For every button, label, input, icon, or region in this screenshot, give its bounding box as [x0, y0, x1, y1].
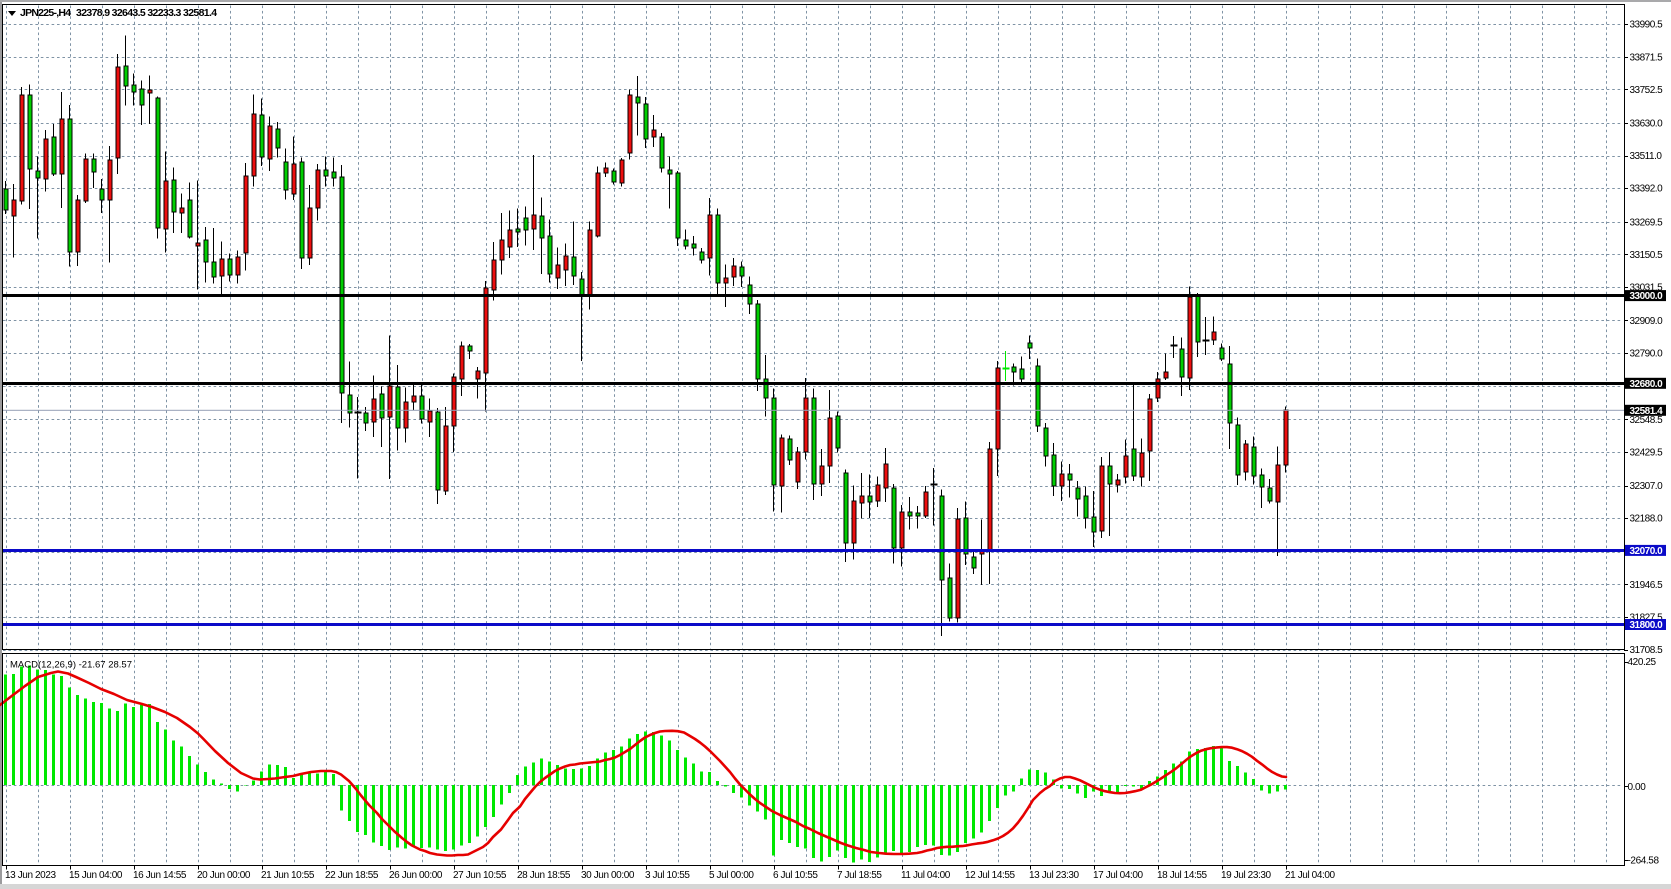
svg-text:33031.5: 33031.5	[1630, 283, 1664, 294]
svg-text:28 Jun 18:55: 28 Jun 18:55	[517, 870, 571, 881]
svg-text:33000.0: 33000.0	[1630, 291, 1664, 302]
svg-text:420.25: 420.25	[1628, 657, 1657, 668]
svg-text:15 Jun 04:00: 15 Jun 04:00	[69, 870, 123, 881]
svg-text:13 Jul 23:30: 13 Jul 23:30	[1029, 870, 1080, 881]
svg-text:32070.0: 32070.0	[1630, 546, 1664, 557]
svg-text:32378.9 32643.5 32233.3 32581.: 32378.9 32643.5 32233.3 32581.4	[76, 7, 217, 19]
svg-text:33392.0: 33392.0	[1630, 184, 1664, 195]
svg-text:19 Jul 23:30: 19 Jul 23:30	[1221, 870, 1272, 881]
svg-text:5 Jul 00:00: 5 Jul 00:00	[709, 870, 754, 881]
svg-text:11 Jul 04:00: 11 Jul 04:00	[901, 870, 951, 881]
svg-text:26 Jun 00:00: 26 Jun 00:00	[389, 870, 443, 881]
svg-text:0.00: 0.00	[1628, 782, 1647, 793]
svg-text:33630.0: 33630.0	[1630, 119, 1664, 130]
svg-text:33511.0: 33511.0	[1630, 151, 1663, 162]
svg-text:31946.5: 31946.5	[1630, 580, 1664, 591]
svg-text:33269.5: 33269.5	[1630, 217, 1664, 228]
svg-text:33150.5: 33150.5	[1630, 250, 1664, 261]
svg-text:30 Jun 00:00: 30 Jun 00:00	[581, 870, 635, 881]
svg-text:32307.0: 32307.0	[1630, 481, 1664, 492]
svg-text:12 Jul 14:55: 12 Jul 14:55	[965, 870, 1016, 881]
svg-text:27 Jun 10:55: 27 Jun 10:55	[453, 870, 507, 881]
svg-text:31800.0: 31800.0	[1630, 620, 1664, 631]
svg-text:22 Jun 18:55: 22 Jun 18:55	[325, 870, 379, 881]
svg-text:7 Jul 18:55: 7 Jul 18:55	[837, 870, 882, 881]
svg-text:17 Jul 04:00: 17 Jul 04:00	[1093, 870, 1144, 881]
svg-text:31827.5: 31827.5	[1630, 613, 1664, 624]
svg-text:32680.0: 32680.0	[1630, 379, 1664, 390]
svg-text:16 Jun 14:55: 16 Jun 14:55	[133, 870, 187, 881]
svg-text:21 Jul 04:00: 21 Jul 04:00	[1285, 870, 1336, 881]
svg-text:18 Jul 14:55: 18 Jul 14:55	[1157, 870, 1208, 881]
svg-text:MACD(12,26,9) -21.67 28.57: MACD(12,26,9) -21.67 28.57	[10, 660, 132, 671]
svg-text:JPN225-,H4: JPN225-,H4	[20, 7, 71, 19]
svg-text:31708.5: 31708.5	[1630, 645, 1664, 656]
svg-text:21 Jun 10:55: 21 Jun 10:55	[261, 870, 315, 881]
svg-text:32909.0: 32909.0	[1630, 316, 1664, 327]
svg-text:20 Jun 00:00: 20 Jun 00:00	[197, 870, 251, 881]
svg-text:32581.4: 32581.4	[1630, 406, 1664, 417]
svg-text:33990.5: 33990.5	[1630, 20, 1664, 31]
svg-text:13 Jun 2023: 13 Jun 2023	[5, 870, 56, 881]
svg-text:32790.0: 32790.0	[1630, 349, 1664, 360]
svg-text:33752.5: 33752.5	[1630, 85, 1664, 96]
svg-text:3 Jul 10:55: 3 Jul 10:55	[645, 870, 690, 881]
svg-text:32188.0: 32188.0	[1630, 514, 1664, 525]
svg-text:-264.58: -264.58	[1628, 855, 1660, 866]
svg-text:32429.5: 32429.5	[1630, 448, 1664, 459]
svg-text:33871.5: 33871.5	[1630, 52, 1664, 63]
svg-text:6 Jul 10:55: 6 Jul 10:55	[773, 870, 818, 881]
svg-text:32548.5: 32548.5	[1630, 415, 1664, 426]
